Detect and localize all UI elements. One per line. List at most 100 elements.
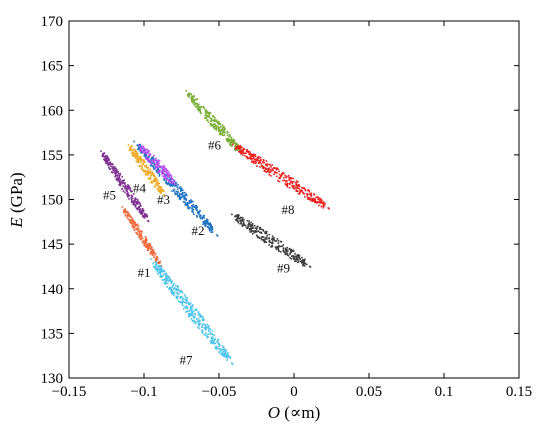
data-point [226,130,229,133]
data-point [153,163,156,165]
data-point [185,193,187,195]
data-point [260,231,263,234]
data-point [211,333,213,335]
data-point [271,242,273,244]
data-point [270,166,272,168]
data-point [164,278,167,280]
data-point [155,263,158,266]
data-point [289,257,291,259]
y-tick-label: 135 [41,326,64,342]
series-label: #2 [192,223,205,238]
data-point [165,182,167,184]
data-point [122,182,125,184]
data-point [266,165,268,167]
data-point [295,180,298,182]
data-point [317,198,319,201]
data-point [243,152,246,154]
data-point [124,185,127,188]
x-tick-label: −0.1 [130,384,157,400]
data-point [251,232,254,235]
data-point [132,226,135,228]
data-point [126,185,129,188]
data-point [253,162,255,164]
data-point [184,203,187,206]
data-point [170,289,173,291]
data-point [176,292,179,295]
data-point [212,115,214,117]
data-point [173,282,176,285]
data-point [163,282,166,284]
data-point [156,256,159,259]
data-point [156,268,158,271]
data-point [246,227,249,230]
data-point [197,322,200,325]
data-point [150,251,152,253]
data-point [149,253,152,255]
data-point [126,190,128,193]
data-point [216,125,218,127]
data-point [202,221,204,223]
data-point [187,204,189,207]
data-point [228,133,231,136]
data-point [259,160,261,163]
data-point [188,303,191,306]
data-point [134,149,137,151]
data-point [159,260,162,263]
data-point [207,333,209,336]
data-point [150,252,152,254]
data-point [184,296,187,298]
data-point [223,355,225,358]
data-point [316,196,318,198]
data-point [193,98,195,101]
data-point [256,225,259,228]
data-point [227,352,229,354]
data-point [250,221,252,224]
data-point [175,296,178,299]
data-point [298,255,301,257]
data-point [138,201,140,204]
data-point [117,180,119,182]
data-point [151,249,154,251]
data-point [108,166,110,169]
data-point [246,156,248,158]
data-point [284,174,286,177]
data-point [155,257,158,260]
data-point [232,143,234,146]
data-point [205,329,207,331]
data-point [256,158,258,161]
data-point [214,346,217,348]
data-point [153,265,155,268]
data-point [159,274,162,277]
data-point [168,280,170,282]
data-point [165,181,167,183]
data-point [177,286,179,288]
data-point [216,234,218,236]
data-point [132,201,135,204]
data-point [291,186,294,188]
data-point [302,263,305,265]
data-point [274,246,277,248]
series-8 [232,143,330,210]
data-point [197,324,200,327]
data-point [136,208,139,211]
data-point [184,306,186,308]
data-point [138,210,141,212]
data-point [291,184,293,187]
data-point [189,302,192,305]
data-point [190,93,192,96]
data-point [185,305,187,307]
data-point [213,123,215,125]
data-point [132,221,135,223]
data-point [241,154,244,156]
data-point [211,226,213,229]
data-point [246,156,249,159]
data-point [232,140,234,143]
data-point [193,315,195,318]
data-point [188,94,190,96]
data-point [186,301,189,303]
data-point [271,237,274,239]
data-point [170,290,172,293]
data-point [170,184,172,186]
data-point [176,186,179,188]
data-point [261,236,264,238]
